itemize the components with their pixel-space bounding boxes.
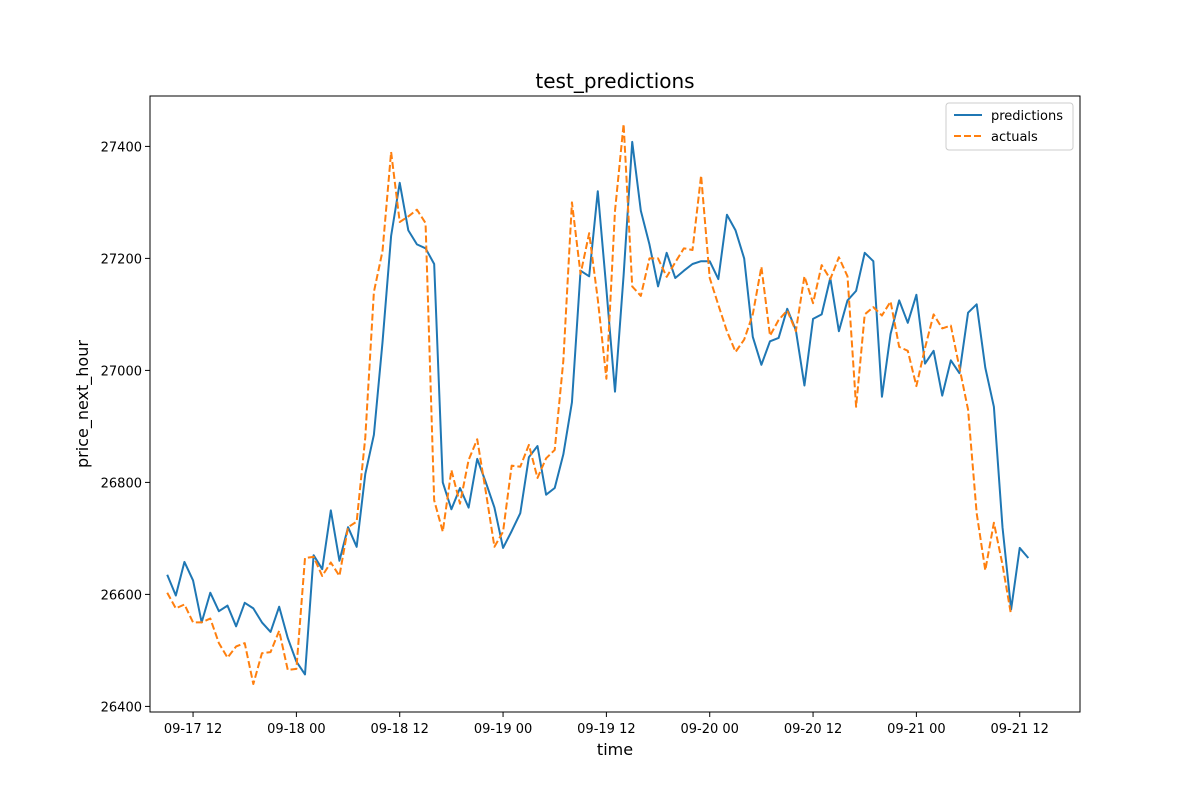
y-axis-title: price_next_hour (73, 340, 93, 468)
plot-area-frame (149, 95, 1081, 713)
x-tick-label: 09-18 12 (370, 722, 428, 737)
y-tick-label: 27000 (101, 364, 142, 379)
series-line-actuals (166, 123, 1013, 685)
x-tick-label: 09-20 00 (680, 722, 738, 737)
legend-label-actuals: actuals (991, 130, 1038, 145)
x-tick-label: 09-19 00 (474, 722, 532, 737)
series-layer (166, 123, 1030, 685)
x-tick-label: 09-21 00 (887, 722, 945, 737)
y-axis: 26400 26600 26800 27000 27200 27400 (101, 140, 150, 715)
x-tick-label: 09-18 00 (267, 722, 325, 737)
legend: predictions actuals (945, 102, 1074, 151)
x-axis: 09-17 12 09-18 00 09-18 12 09-19 00 09-19 12… (164, 712, 1049, 737)
y-tick-label: 26600 (101, 588, 142, 603)
y-tick-label: 26400 (101, 700, 142, 715)
x-axis-title: time (597, 740, 633, 759)
x-tick-label: 09-21 12 (990, 722, 1048, 737)
x-tick-label: 09-20 12 (784, 722, 842, 737)
y-tick-label: 26800 (101, 476, 142, 491)
x-tick-label: 09-19 12 (577, 722, 635, 737)
legend-label-predictions: predictions (991, 109, 1063, 124)
series-line-predictions (166, 140, 1030, 676)
y-tick-label: 27400 (101, 140, 142, 155)
chart-title: test_predictions (535, 69, 694, 93)
y-tick-label: 27200 (101, 252, 142, 267)
x-tick-label: 09-17 12 (164, 722, 222, 737)
